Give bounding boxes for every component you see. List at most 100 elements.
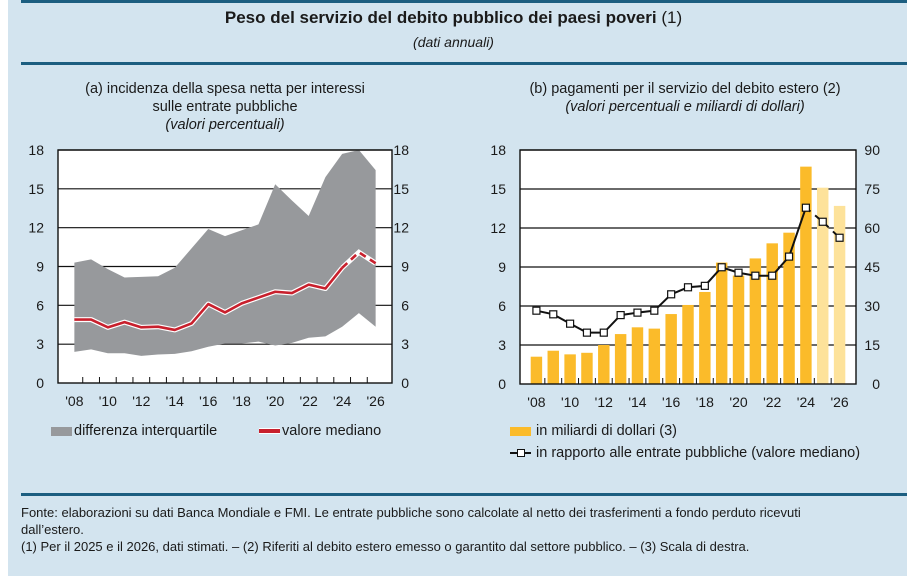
chart-b-ratio-marker-2025 [818,217,827,226]
chart-b-bar-2017 [682,304,694,384]
chart-a-y2-tick-label: 6 [401,297,409,313]
chart-a-y2-tick-label: 12 [393,220,409,236]
chart-a-x-tick-label: '20 [266,393,284,409]
chart-b-x-tick-label: '18 [696,394,714,410]
chart-b-ratio-marker-2009 [549,310,558,319]
chart-b-bar-2011 [581,352,593,384]
chart-b-bar-2024 [800,166,812,384]
chart-a-y-tick-label: 15 [28,181,44,197]
chart-a-title-line1: (a) incidenza della spesa netta per inte… [85,81,365,97]
chart-b-y-tick-label: 15 [490,181,506,197]
chart-b-y2-tick-label: 60 [864,220,880,236]
chart-a-y2-tick-label: 9 [401,259,409,275]
chart-a-median-line-estimated [341,250,377,269]
chart-b-ratio-marker-2019 [717,263,726,272]
chart-b-ratio-marker-2014 [633,308,642,317]
chart-a-plot-frame [57,149,393,384]
chart-b-y2-tick-label: 90 [864,142,880,158]
chart-b-bar-2012 [598,345,610,384]
chart-a-units: (valori percentuali) [165,117,285,133]
chart-b-bar-2008 [530,356,543,384]
chart-b-bar-2014 [631,327,644,384]
chart-b-bar-2023 [783,232,795,384]
chart-b-bar-2026 [833,205,846,384]
chart-a-x-tick-label: '12 [132,393,150,409]
chart-b-y2-tick-label: 45 [864,259,880,275]
chart-b-x-tick-label: '22 [763,394,781,410]
chart-b-x-tick-label: '16 [662,394,680,410]
chart-a-y2-tick-label: 18 [393,142,409,158]
chart-b-legend-line: in rapporto alle entrate pubbliche (valo… [510,445,860,461]
chart-b-x-tick-label: '10 [561,394,579,410]
chart-a-y-tick-label: 3 [36,336,44,352]
chart-b-ratio-marker-2018 [700,281,709,290]
chart-b-ratio-marker-2024 [801,203,810,212]
chart-b-bar-2009 [547,350,559,384]
gray-swatch-icon [51,426,72,436]
chart-b-x-tick-label: '14 [628,394,646,410]
chart-a-y-tick-label: 6 [36,297,44,313]
chart-b-y2-tick-label: 15 [864,337,880,353]
chart-b-y2-tick-label: 30 [864,298,880,314]
chart-b-bar-2019 [715,262,728,384]
chart-b-ratio-marker-2026 [835,233,844,242]
chart-a-x-tick-label: '24 [333,393,351,409]
legend-label: differenza interquartile [74,423,218,439]
chart-a-x-tick-label: '26 [367,393,385,409]
chart-b-ratio-marker-2020 [734,268,743,277]
chart-b-plot-frame [519,149,857,385]
chart-a-y-tick-label: 18 [28,142,44,158]
chart-b-y-tick-label: 9 [498,259,506,275]
chart-b-bar-2020 [732,275,745,384]
chart-a-title-line2: sulle entrate pubbliche [152,99,298,115]
chart-b-ratio-marker-2008 [532,306,541,315]
chart-b-ratio-marker-2015 [650,306,659,315]
chart-b-bar-2021 [749,258,762,384]
chart-b-x-tick-label: '08 [527,394,545,410]
chart-a-median-line [74,266,344,332]
chart-b-x-tick-label: '24 [797,394,815,410]
chart-b-bar-2018 [699,291,711,384]
figure-subtitle: (dati annuali) [413,34,494,50]
chart-a-x-tick-label: '22 [300,393,318,409]
chart-b-bar-2015 [648,328,661,384]
chart-b-ratio-marker-2011 [582,328,592,337]
chart-b-ratio-marker-2013 [616,311,625,320]
chart-b-ratio-marker-2017 [683,283,693,292]
chart-b-ratio-marker-2010 [566,319,575,328]
chart-b-ratio-marker-2021 [751,271,760,280]
chart-b-bar-2022 [766,243,778,384]
chart-a-y-tick-label: 12 [28,220,44,236]
chart-a-y2-tick-label: 15 [393,181,409,197]
chart-b-y-tick-label: 0 [498,376,506,392]
red-line-swatch-icon [259,428,280,434]
chart-b-y2-tick-label: 0 [872,376,880,392]
title-rule [21,62,907,65]
chart-a-interquartile-band [74,150,376,356]
chart-b-title: (b) pagamenti per il servizio del debito… [470,80,900,116]
chart-b-legend-bars: in miliardi di dollari (3) [510,423,677,439]
footer-rule [21,493,907,496]
chart-a-x-tick-label: '16 [199,393,217,409]
chart-a-y2-tick-label: 0 [401,375,409,391]
source-line2: dall’estero. [21,522,84,537]
top-rule [21,0,907,3]
chart-b-y-tick-label: 3 [498,337,506,353]
footnotes: Fonte: elaborazioni su dati Banca Mondia… [21,504,906,555]
chart-b-x-tick-label: '26 [830,394,848,410]
chart-b-y2-tick-label: 75 [864,181,880,197]
chart-b-ratio-marker-2023 [784,252,794,261]
chart-a-x-tick-label: '14 [166,393,184,409]
legend-label: in miliardi di dollari (3) [536,423,678,439]
chart-b-y-tick-label: 6 [498,298,506,314]
source-line1: Fonte: elaborazioni su dati Banca Mondia… [21,505,801,520]
chart-a-legend-interquartile: differenza interquartile [51,423,217,439]
chart-b-ratio-marker-2022 [768,271,777,280]
chart-b-bar-2013 [614,334,627,384]
chart-a-y-tick-label: 9 [36,259,44,275]
chart-b-ratio-marker-2016 [667,290,676,299]
legend-label: valore mediano [282,423,382,439]
chart-a-y2-tick-label: 3 [401,336,409,352]
chart-a-y-tick-label: 0 [36,375,44,391]
